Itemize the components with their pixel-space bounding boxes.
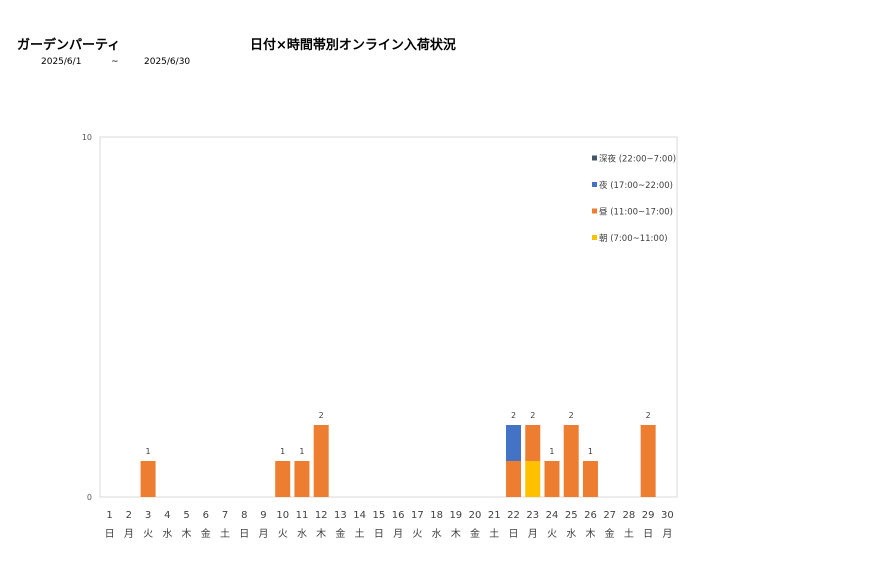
x-tick-weekday: 木 <box>585 528 595 540</box>
x-tick-day: 26 <box>584 510 597 521</box>
x-tick-day: 1 <box>106 510 112 521</box>
x-tick-weekday: 日 <box>509 529 519 540</box>
bar-segment <box>544 461 560 497</box>
x-tick-weekday: 木 <box>316 528 326 540</box>
x-tick-weekday: 金 <box>605 527 615 540</box>
legend-label: 朝 (7:00~11:00) <box>599 234 668 244</box>
x-tick-weekday: 木 <box>451 528 461 540</box>
store-name: ガーデンパーティ <box>17 38 121 53</box>
x-tick-weekday: 木 <box>182 528 192 540</box>
bar-total-label: 2 <box>569 411 574 420</box>
bar-segment <box>294 461 310 497</box>
x-tick-weekday: 水 <box>162 528 172 540</box>
legend-label: 夜 (17:00~22:00) <box>599 180 673 191</box>
legend-swatch <box>592 208 597 214</box>
page-title: 日付×時間帯別オンライン入荷状況 <box>250 38 456 53</box>
date-from: 2025/6/1 <box>41 57 82 67</box>
x-tick-day: 30 <box>661 510 674 521</box>
bar-segment <box>140 461 156 497</box>
legend-label: 深夜 (22:00~7:00) <box>599 154 676 165</box>
x-tick-day: 17 <box>411 510 424 521</box>
x-tick-weekday: 水 <box>432 528 442 540</box>
x-tick-weekday: 月 <box>124 528 134 540</box>
x-tick-day: 23 <box>526 510 539 521</box>
x-tick-weekday: 金 <box>335 527 345 540</box>
y-tick-label: 10 <box>82 133 92 142</box>
x-tick-weekday: 月 <box>393 528 403 540</box>
x-tick-weekday: 土 <box>489 527 499 540</box>
bar-total-label: 1 <box>299 447 304 456</box>
legend-swatch <box>592 235 597 240</box>
x-tick-weekday: 日 <box>105 529 115 540</box>
bar-segment <box>313 425 329 497</box>
x-tick-day: 22 <box>507 510 520 521</box>
bar-segment <box>525 461 541 497</box>
x-tick-weekday: 火 <box>412 528 422 540</box>
x-tick-day: 15 <box>373 510 386 521</box>
bar-total-label: 2 <box>646 411 651 420</box>
bar-total-label: 1 <box>146 447 151 456</box>
x-tick-day: 14 <box>353 510 366 521</box>
x-tick-day: 4 <box>164 510 170 521</box>
x-tick-day: 18 <box>430 510 443 521</box>
x-tick-weekday: 火 <box>278 528 288 540</box>
x-tick-weekday: 水 <box>297 528 307 540</box>
x-tick-weekday: 月 <box>258 528 268 540</box>
plot-area-frame <box>99 136 678 498</box>
bar-total-label: 2 <box>530 411 535 420</box>
x-tick-weekday: 土 <box>220 527 230 540</box>
bar-total-label: 1 <box>549 447 554 456</box>
x-tick-day: 29 <box>642 510 655 521</box>
x-tick-weekday: 金 <box>470 527 480 540</box>
bar-segment <box>525 425 541 461</box>
x-tick-day: 11 <box>296 510 309 521</box>
x-tick-day: 9 <box>260 510 266 521</box>
x-tick-day: 2 <box>126 510 132 521</box>
x-tick-weekday: 火 <box>143 528 153 540</box>
bar-segment <box>563 425 579 497</box>
x-tick-weekday: 日 <box>374 529 384 540</box>
x-tick-day: 21 <box>488 510 501 521</box>
x-tick-day: 27 <box>603 510 616 521</box>
x-tick-weekday: 日 <box>239 529 249 540</box>
x-tick-day: 24 <box>546 510 559 521</box>
date-range-separator: ~ <box>111 57 119 67</box>
legend-swatch <box>592 155 597 161</box>
legend-swatch <box>592 182 597 187</box>
x-tick-weekday: 火 <box>547 528 557 540</box>
bar-segment <box>582 461 598 497</box>
bar-segment <box>506 425 522 461</box>
x-tick-day: 8 <box>241 510 247 521</box>
x-tick-day: 20 <box>469 510 482 521</box>
x-tick-weekday: 金 <box>201 527 211 540</box>
x-tick-day: 10 <box>276 510 289 521</box>
x-tick-weekday: 水 <box>566 528 576 540</box>
x-tick-day: 25 <box>565 510 578 521</box>
x-tick-day: 12 <box>315 510 328 521</box>
bar-total-label: 2 <box>319 411 324 420</box>
bar-total-label: 2 <box>511 411 516 420</box>
x-tick-day: 5 <box>183 510 189 521</box>
x-tick-day: 16 <box>392 510 405 521</box>
bar-segment <box>640 425 656 497</box>
bar-segment <box>275 461 291 497</box>
x-tick-weekday: 土 <box>355 527 365 540</box>
x-tick-day: 28 <box>623 510 636 521</box>
bar-total-label: 1 <box>280 447 285 456</box>
x-tick-weekday: 土 <box>624 527 634 540</box>
bar-segment <box>506 461 522 497</box>
bar-total-label: 1 <box>588 447 593 456</box>
x-tick-day: 6 <box>203 510 209 521</box>
y-tick-label: 0 <box>87 493 92 502</box>
x-tick-day: 7 <box>222 510 228 521</box>
x-tick-day: 3 <box>145 510 151 521</box>
x-tick-weekday: 日 <box>643 529 653 540</box>
legend-label: 昼 (11:00~17:00) <box>599 208 673 218</box>
x-tick-day: 19 <box>449 510 462 521</box>
date-to: 2025/6/30 <box>144 57 191 67</box>
x-tick-weekday: 月 <box>528 528 538 540</box>
x-tick-day: 13 <box>334 510 347 521</box>
x-tick-weekday: 月 <box>662 528 672 540</box>
